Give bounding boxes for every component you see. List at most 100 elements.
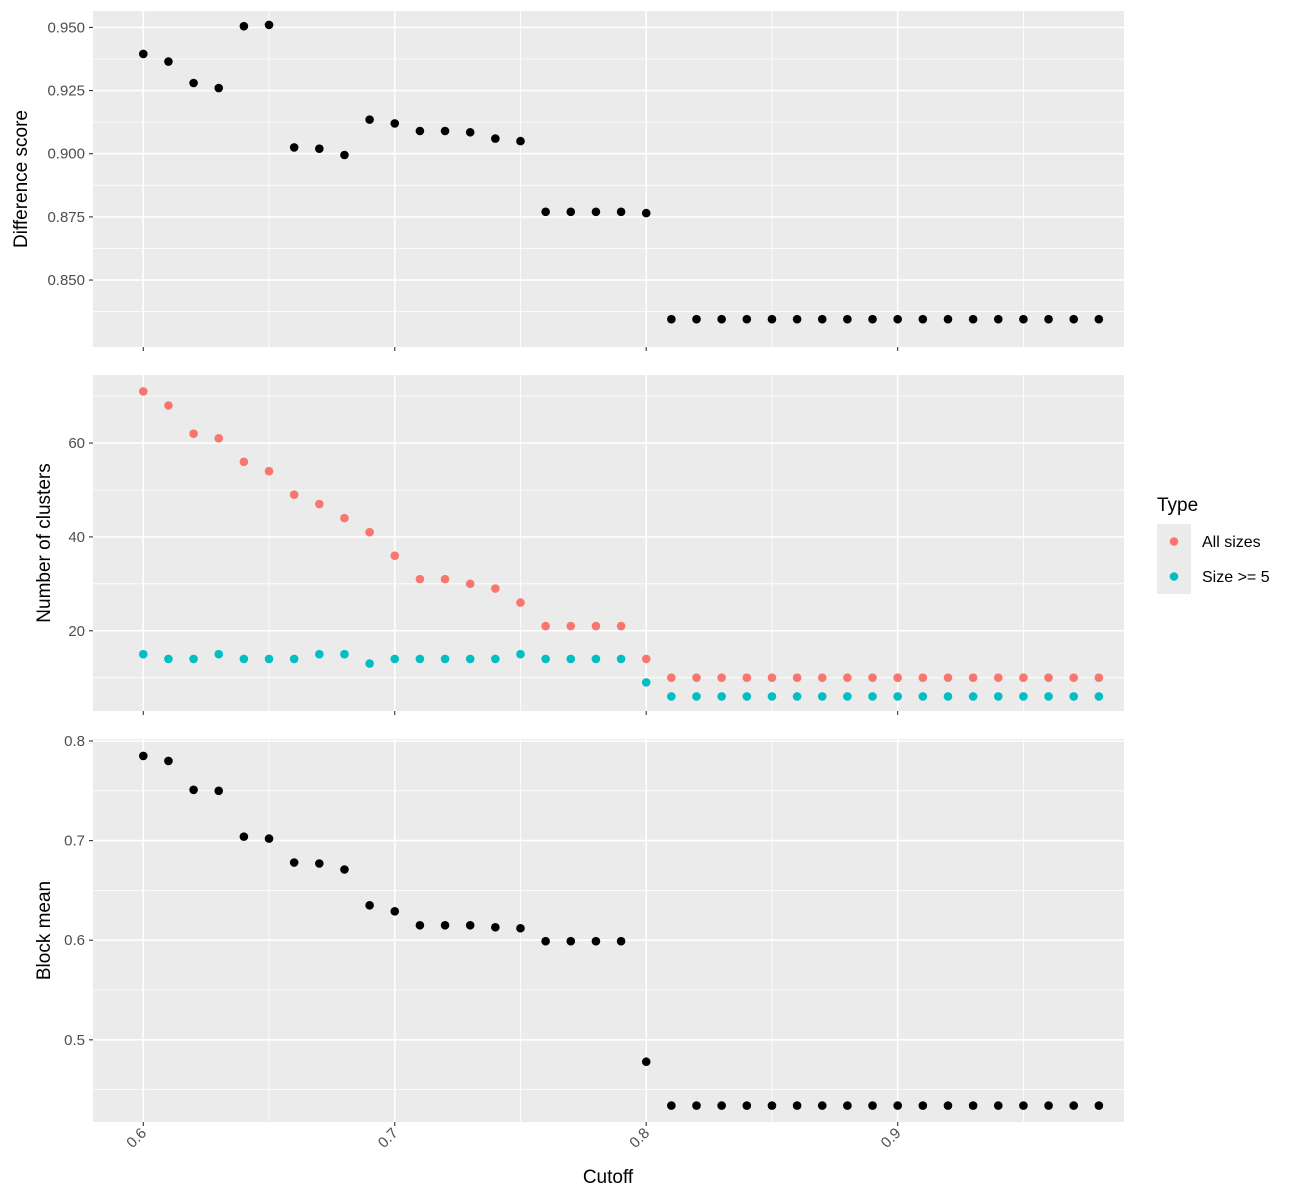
data-point bbox=[289, 490, 299, 499]
data-point bbox=[415, 574, 425, 584]
data-point bbox=[918, 673, 928, 682]
y-tick-label: 40 bbox=[68, 529, 85, 546]
data-point bbox=[742, 1101, 752, 1110]
data-point bbox=[264, 834, 274, 843]
data-point bbox=[1094, 314, 1104, 324]
data-point bbox=[415, 126, 425, 136]
data-point bbox=[717, 673, 726, 682]
data-point bbox=[943, 692, 953, 701]
data-point bbox=[893, 314, 902, 324]
legend-swatch bbox=[1169, 537, 1179, 546]
data-point bbox=[566, 621, 576, 631]
data-point bbox=[491, 584, 500, 593]
data-point bbox=[717, 692, 726, 701]
data-point bbox=[843, 673, 852, 682]
y-axis-title: Difference score bbox=[11, 110, 32, 248]
y-tick-label: 0.7 bbox=[64, 833, 85, 850]
data-point bbox=[516, 598, 525, 607]
data-point bbox=[943, 314, 953, 324]
data-point bbox=[616, 936, 626, 946]
data-point bbox=[516, 649, 525, 659]
panel-difference-score: 0.850 0.875 0.900 0.925 0.950 Difference scor… bbox=[11, 11, 1124, 351]
data-point bbox=[868, 1101, 877, 1110]
data-point bbox=[1019, 1101, 1028, 1110]
data-point bbox=[138, 387, 148, 396]
data-point bbox=[1019, 692, 1028, 701]
y-tick-label: 20 bbox=[68, 623, 85, 640]
data-point bbox=[440, 574, 450, 584]
data-point bbox=[541, 207, 550, 217]
legend-title: Type bbox=[1157, 495, 1198, 516]
data-point bbox=[993, 673, 1003, 682]
x-tick-label: 0.8 bbox=[626, 1125, 653, 1152]
data-point bbox=[440, 920, 450, 930]
data-point bbox=[465, 654, 475, 664]
data-point bbox=[993, 692, 1003, 701]
data-point bbox=[641, 678, 651, 687]
data-point bbox=[566, 936, 576, 946]
data-point bbox=[792, 673, 802, 682]
data-point bbox=[289, 858, 299, 867]
data-point bbox=[1094, 1101, 1104, 1110]
data-point bbox=[641, 208, 651, 218]
data-point bbox=[566, 207, 576, 217]
data-point bbox=[264, 20, 274, 30]
data-point bbox=[541, 654, 550, 664]
data-point bbox=[340, 150, 349, 160]
data-point bbox=[616, 621, 626, 631]
data-point bbox=[616, 654, 626, 664]
data-point bbox=[893, 1101, 902, 1110]
data-point bbox=[1069, 314, 1079, 324]
data-point bbox=[591, 207, 601, 217]
data-point bbox=[365, 901, 374, 910]
data-point bbox=[667, 1101, 676, 1110]
data-point bbox=[390, 907, 400, 916]
data-point bbox=[189, 429, 198, 438]
data-point bbox=[918, 1101, 928, 1110]
data-point bbox=[189, 78, 198, 88]
x-tick-label: 0.7 bbox=[375, 1125, 402, 1152]
data-point bbox=[365, 527, 374, 537]
data-point bbox=[138, 751, 148, 761]
data-point bbox=[591, 936, 601, 946]
data-point bbox=[993, 1101, 1003, 1110]
data-point bbox=[742, 314, 752, 324]
data-point bbox=[667, 314, 676, 324]
data-point bbox=[164, 401, 173, 410]
data-point bbox=[742, 673, 752, 682]
data-point bbox=[289, 654, 299, 664]
y-tick-label: 0.900 bbox=[47, 146, 85, 163]
data-point bbox=[138, 649, 148, 659]
data-point bbox=[239, 832, 249, 841]
data-point bbox=[164, 756, 173, 766]
data-point bbox=[717, 314, 726, 324]
panel-number-of-clusters: 20 40 60 Number of clusters bbox=[34, 375, 1124, 715]
data-point bbox=[868, 692, 877, 701]
data-point bbox=[415, 654, 425, 664]
data-point bbox=[189, 654, 198, 664]
data-point bbox=[264, 466, 274, 476]
data-point bbox=[1044, 673, 1053, 682]
data-point bbox=[315, 144, 324, 153]
data-point bbox=[993, 314, 1003, 324]
data-point bbox=[440, 126, 450, 136]
data-point bbox=[817, 314, 827, 324]
data-point bbox=[1069, 1101, 1079, 1110]
data-point bbox=[491, 654, 500, 664]
panel-background bbox=[93, 739, 1124, 1122]
data-point bbox=[792, 314, 802, 324]
y-axis-title: Block mean bbox=[34, 881, 55, 980]
data-point bbox=[1069, 692, 1079, 701]
data-point bbox=[289, 143, 299, 152]
data-point bbox=[315, 649, 324, 659]
data-point bbox=[566, 654, 576, 664]
data-point bbox=[616, 207, 626, 217]
data-point bbox=[817, 673, 827, 682]
data-point bbox=[340, 865, 349, 874]
panel-background bbox=[93, 11, 1124, 347]
legend-label: Size >= 5 bbox=[1202, 569, 1270, 586]
data-point bbox=[1044, 314, 1053, 324]
data-point bbox=[767, 673, 777, 682]
x-tick-label: 0.6 bbox=[123, 1125, 150, 1152]
data-point bbox=[465, 579, 475, 589]
